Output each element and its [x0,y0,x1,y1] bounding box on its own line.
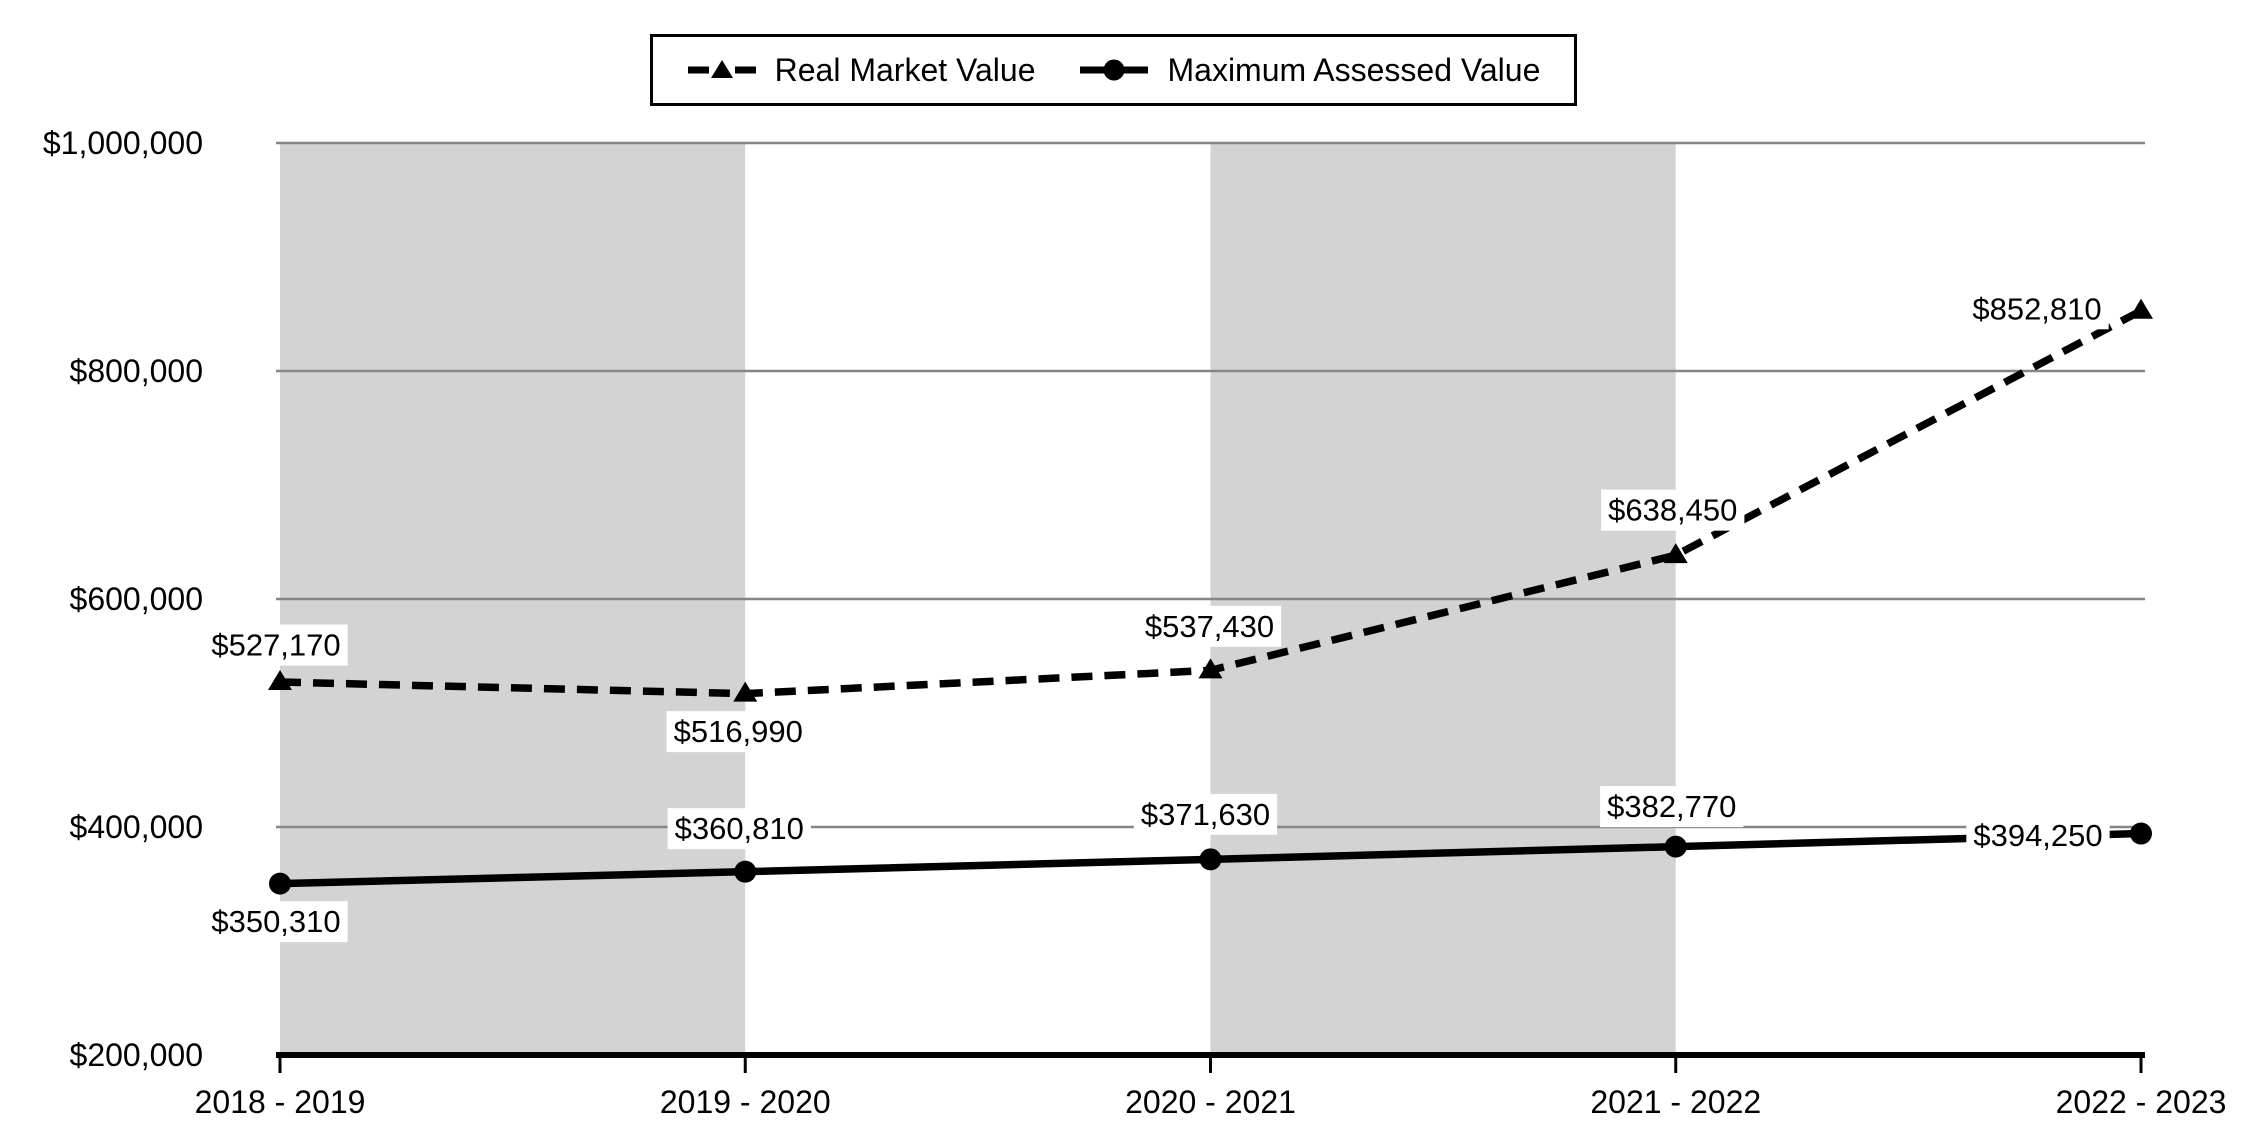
y-tick-label: $400,000 [70,809,203,845]
triangle-marker [1198,658,1223,679]
y-tick-label: $1,000,000 [43,125,203,161]
data-label-background [1133,793,1278,835]
triangle-marker [268,670,292,691]
circle-marker [1664,835,1687,858]
data-label-background [204,624,348,666]
data-label: $516,990 [674,714,803,749]
data-label-background [1137,605,1282,647]
data-label-background [1600,786,1744,828]
data-label-background [667,808,811,850]
triangle-marker [1663,543,1688,564]
legend-label-maximum-assessed-value: Maximum Assessed Value [1167,51,1541,88]
data-label: $852,810 [1972,291,2101,326]
data-label: $537,430 [1145,609,1274,644]
circle-marker [269,872,291,895]
data-label: $638,450 [1608,493,1737,528]
x-tick-label: 2022 - 2023 [2056,1084,2227,1120]
circle-marker [1199,848,1222,871]
data-label: $382,770 [1607,789,1736,824]
circle-marker [2130,822,2152,845]
legend-label-real-market-value: Real Market Value [774,51,1036,88]
data-label-background [204,901,348,943]
data-label-background [666,711,810,753]
data-label: $394,250 [1973,818,2102,853]
legend-item-maximum-assessed-value: Maximum Assessed Value [1079,52,1540,89]
data-label-background [1966,815,2110,857]
data-label-background [1965,288,2109,330]
y-tick-label: $800,000 [70,353,203,389]
x-tick-label: 2018 - 2019 [195,1084,366,1120]
data-label: $527,170 [211,628,340,663]
x-tick-label: 2019 - 2020 [660,1084,831,1120]
dashed-line-triangle-marker-icon [687,60,756,78]
x-tick-label: 2020 - 2021 [1125,1084,1296,1120]
circle-marker [734,860,757,883]
data-label-background [1601,489,1745,531]
legend-item-real-market-value: Real Market Value [687,51,1036,89]
legend: Real Market Value Maximum Assessed Value [650,34,1577,106]
triangle-marker [733,681,758,702]
y-tick-label: $200,000 [70,1037,203,1073]
data-label: $371,630 [1141,797,1270,832]
data-label: $350,310 [211,904,340,939]
triangle-marker [2129,298,2153,319]
solid-line-circle-marker-icon [1080,59,1149,81]
data-label: $360,810 [675,811,804,846]
x-tick-label: 2021 - 2022 [1590,1084,1761,1120]
y-tick-label: $600,000 [70,581,203,617]
